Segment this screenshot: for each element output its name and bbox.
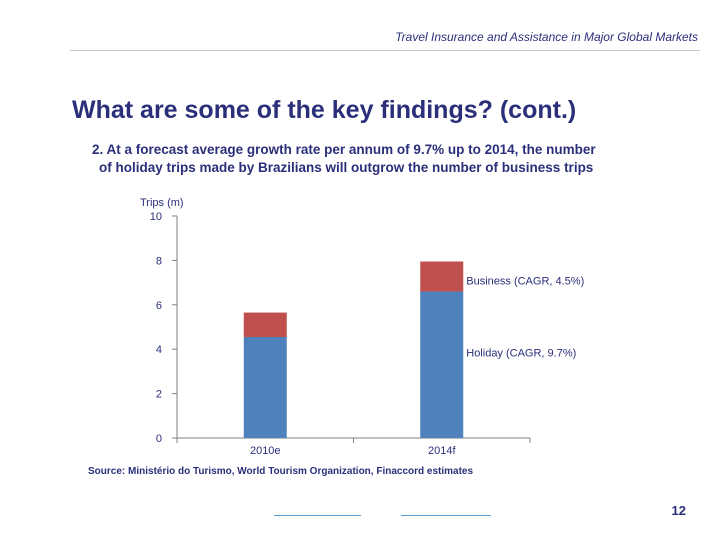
report-header: Travel Insurance and Assistance in Major… [395, 30, 698, 44]
y-tick-label-8: 8 [156, 255, 162, 267]
y-tick-label-6: 6 [156, 300, 162, 312]
y-tick-label-10: 10 [150, 211, 162, 223]
footer-decoration-left [274, 515, 361, 516]
y-tick-label-2: 2 [156, 389, 162, 401]
y-tick-label-0: 0 [156, 433, 162, 445]
subtitle-line-2: of holiday trips made by Brazilians will… [99, 160, 594, 175]
subtitle-line-1: 2. At a forecast average growth rate per… [92, 142, 596, 157]
bar-holiday-2014f [420, 291, 464, 438]
slide-subtitle: 2. At a forecast average growth rate per… [92, 141, 652, 177]
bar-business-2014f [420, 261, 464, 292]
page-number: 12 [671, 503, 686, 518]
x-tick-label-2010e: 2010e [250, 445, 281, 457]
header-rule [70, 50, 700, 51]
series-label-business: Business (CAGR, 4.5%) [466, 275, 584, 287]
bar-holiday-2010e [243, 336, 287, 438]
y-tick-label-4: 4 [156, 344, 162, 356]
bar-business-2010e [243, 312, 287, 337]
y-axis-label: Trips (m) [140, 197, 184, 209]
slide-title: What are some of the key findings? (cont… [72, 96, 577, 124]
source-note: Source: Ministério do Turismo, World Tou… [88, 466, 474, 477]
x-tick-label-2014f: 2014f [428, 445, 456, 457]
footer-decoration-right [401, 515, 491, 516]
series-label-holiday: Holiday (CAGR, 9.7%) [466, 347, 576, 359]
